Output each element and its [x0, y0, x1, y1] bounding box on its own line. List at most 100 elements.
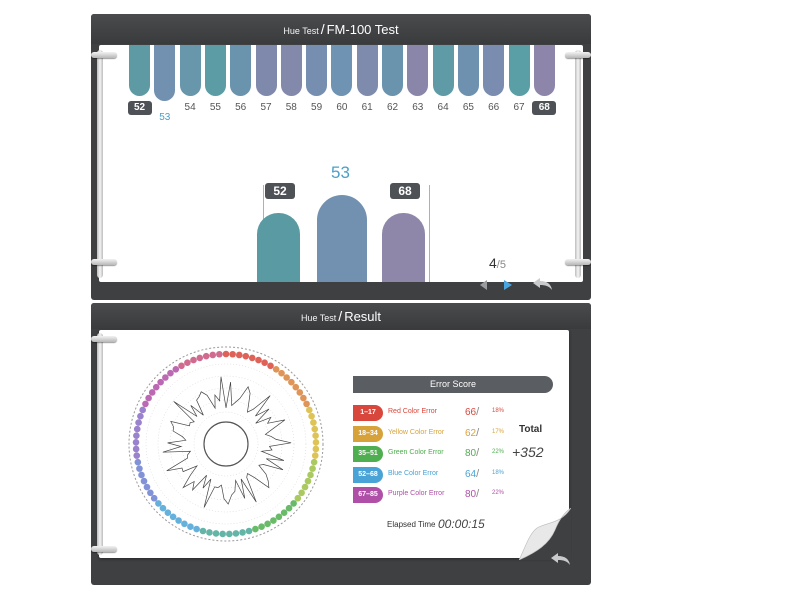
hue-cap-dot: [239, 529, 246, 536]
hue-cap-dot: [178, 362, 185, 370]
hue-cap-dot: [187, 523, 194, 530]
hue-cap-dot: [136, 465, 143, 472]
selected-cap-68[interactable]: [382, 213, 425, 282]
cap-53[interactable]: [154, 45, 176, 101]
hue-cap-dot: [206, 529, 213, 536]
hue-cap-dot: [132, 445, 140, 453]
cap-60[interactable]: [331, 45, 353, 96]
hue-cap-dot: [280, 509, 288, 517]
hue-cap-dot: [152, 383, 160, 391]
back-button[interactable]: [549, 551, 573, 572]
cap-65[interactable]: [457, 45, 479, 96]
prev-button[interactable]: [479, 278, 489, 296]
cap-57[interactable]: [255, 45, 277, 96]
hue-cap-dot: [132, 439, 140, 446]
binder-ring: [91, 259, 117, 265]
result-page: Error Score 1–17 Red Color Error 66/18% 18–…: [99, 330, 571, 560]
hue-error-polar-chart: [128, 346, 324, 542]
hue-cap-dot: [272, 365, 280, 373]
title-app: Hue Test: [283, 26, 319, 36]
hue-cap-dot: [285, 504, 293, 512]
hue-cap-dot: [181, 520, 188, 528]
cap-number: 59: [311, 102, 323, 113]
hue-cap-dot: [232, 530, 240, 537]
cap-number: 66: [488, 102, 500, 113]
hue-cap-dot: [294, 494, 302, 502]
elapsed-value: 00:00:15: [438, 517, 485, 531]
hue-cap-dot: [310, 419, 317, 426]
cap-67[interactable]: [508, 45, 530, 96]
error-percent: 18%: [492, 408, 505, 414]
cap-54[interactable]: [179, 45, 201, 96]
selected-cap-label: 52: [265, 183, 295, 199]
error-name: Red Color Error: [388, 408, 438, 415]
hue-cap-dot: [159, 504, 167, 512]
error-row: 35–51 Green Color Error 80/22%: [353, 446, 513, 462]
hue-cap-dot: [140, 477, 148, 485]
cap-number: 55: [209, 102, 221, 113]
cap-66[interactable]: [483, 45, 505, 96]
hue-cap-dot: [255, 356, 262, 364]
error-value: 66/: [465, 406, 480, 418]
error-percent: 22%: [492, 490, 505, 496]
total-label: Total: [519, 424, 543, 435]
error-value: 80/: [465, 447, 480, 459]
selected-cap-53[interactable]: [317, 195, 367, 282]
cap-52[interactable]: [129, 45, 150, 96]
cap-number: 64: [437, 102, 449, 113]
hue-cap-dot: [133, 425, 141, 433]
cap-58[interactable]: [280, 45, 302, 96]
hue-cap-dot: [229, 350, 236, 358]
binder-ring: [565, 52, 591, 58]
hue-cap-dot: [298, 489, 305, 497]
selected-cap-label: 68: [390, 183, 420, 199]
return-arrow-icon: [551, 553, 570, 565]
error-percent: 18%: [492, 469, 505, 476]
selected-cap-label: 53: [331, 163, 350, 182]
test-page: 52 53 54 55 56 57 58 59 60 61 62 63 64 65 66 67 68 52 53 6…: [99, 45, 583, 282]
back-button[interactable]: [531, 276, 555, 297]
cap-55[interactable]: [204, 45, 226, 96]
cap-number: 67: [513, 102, 525, 113]
hue-cap-dot: [133, 432, 140, 439]
cap-63[interactable]: [407, 45, 429, 96]
hue-cap-dot: [155, 500, 162, 507]
binder-ring: [565, 259, 591, 265]
hue-cap-dot: [175, 517, 182, 524]
hue-cap-dot: [267, 362, 274, 370]
hue-cap-dot: [184, 359, 191, 367]
hue-cap-dot: [172, 365, 180, 373]
cap-56[interactable]: [230, 45, 252, 96]
cap-number: 62: [386, 102, 399, 113]
hue-cap-dot: [308, 412, 315, 420]
cap-number: 61: [361, 102, 373, 113]
hue-cap-dot: [248, 354, 256, 362]
cap-64[interactable]: [432, 45, 454, 96]
triangle-left-icon: [480, 280, 487, 290]
title-bar: Hue Test / FM-100 Test: [91, 14, 591, 44]
hue-cap-dot: [226, 530, 233, 538]
error-score-header: Error Score: [353, 376, 553, 393]
binder-ring: [91, 336, 117, 342]
cap-number: 53: [159, 112, 171, 123]
hue-cap-dot: [196, 354, 204, 362]
total-value: +352: [512, 444, 544, 460]
error-name: Purple Color Error: [388, 490, 445, 497]
cap-59[interactable]: [306, 45, 328, 96]
page-indicator: 4/5: [489, 255, 506, 271]
cap-68[interactable]: [533, 45, 555, 96]
hue-cap-dot: [138, 471, 145, 479]
range-tag: 18–34: [353, 425, 383, 442]
hue-cap-dot: [222, 350, 230, 358]
hue-cap-dot: [212, 530, 220, 537]
next-button[interactable]: [503, 278, 513, 296]
hue-cap-dot: [300, 394, 307, 402]
selected-cap-52[interactable]: [257, 213, 300, 282]
cap-61[interactable]: [356, 45, 378, 96]
hue-cap-dot: [312, 432, 319, 439]
hue-cap-dot: [150, 494, 158, 502]
cap-62[interactable]: [382, 45, 403, 96]
hue-cap-dot: [292, 383, 300, 391]
title-bar: Hue Test / Result: [91, 303, 591, 329]
hue-cap-dot: [312, 445, 320, 453]
